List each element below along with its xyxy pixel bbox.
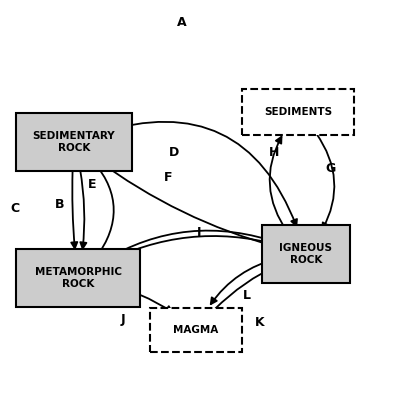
Bar: [262, 225, 350, 283]
Text: D: D: [169, 146, 179, 158]
FancyArrowPatch shape: [270, 137, 288, 233]
FancyArrowPatch shape: [95, 163, 114, 257]
Text: K: K: [254, 316, 264, 328]
Text: C: C: [11, 202, 20, 214]
Text: H: H: [269, 146, 279, 159]
FancyArrowPatch shape: [96, 159, 277, 248]
Text: F: F: [164, 172, 172, 184]
Text: J: J: [121, 314, 126, 326]
Bar: [16, 113, 132, 171]
FancyArrowPatch shape: [214, 265, 278, 309]
Bar: [242, 89, 354, 135]
FancyArrowPatch shape: [102, 236, 278, 264]
FancyArrowPatch shape: [211, 258, 278, 304]
Text: I: I: [197, 226, 202, 238]
FancyArrowPatch shape: [316, 133, 334, 229]
Text: SEDIMENTS: SEDIMENTS: [264, 107, 332, 117]
FancyArrowPatch shape: [103, 230, 280, 261]
FancyArrowPatch shape: [100, 122, 297, 226]
Text: G: G: [325, 162, 335, 175]
FancyArrowPatch shape: [71, 170, 77, 248]
Bar: [150, 308, 242, 352]
Bar: [16, 249, 140, 307]
Text: IGNEOUS
ROCK: IGNEOUS ROCK: [280, 243, 332, 265]
Text: SEDIMENTARY
ROCK: SEDIMENTARY ROCK: [33, 131, 115, 153]
FancyArrowPatch shape: [80, 169, 86, 248]
Text: A: A: [177, 16, 187, 28]
Text: B: B: [54, 198, 64, 210]
Text: L: L: [243, 289, 251, 302]
FancyArrowPatch shape: [105, 283, 172, 312]
Text: METAMORPHIC
ROCK: METAMORPHIC ROCK: [34, 267, 122, 289]
Text: E: E: [88, 178, 96, 190]
Text: MAGMA: MAGMA: [173, 325, 219, 335]
